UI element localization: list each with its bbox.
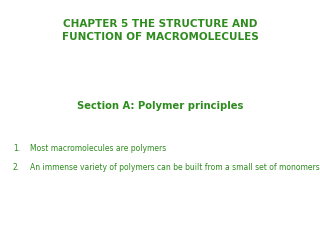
Text: 2.: 2. xyxy=(13,163,20,172)
Text: Most macromolecules are polymers: Most macromolecules are polymers xyxy=(30,144,167,153)
Text: An immense variety of polymers can be built from a small set of monomers: An immense variety of polymers can be bu… xyxy=(30,163,320,172)
Text: Section A: Polymer principles: Section A: Polymer principles xyxy=(77,101,243,111)
Text: 1.: 1. xyxy=(13,144,20,153)
Text: CHAPTER 5 THE STRUCTURE AND
FUNCTION OF MACROMOLECULES: CHAPTER 5 THE STRUCTURE AND FUNCTION OF … xyxy=(62,19,258,42)
